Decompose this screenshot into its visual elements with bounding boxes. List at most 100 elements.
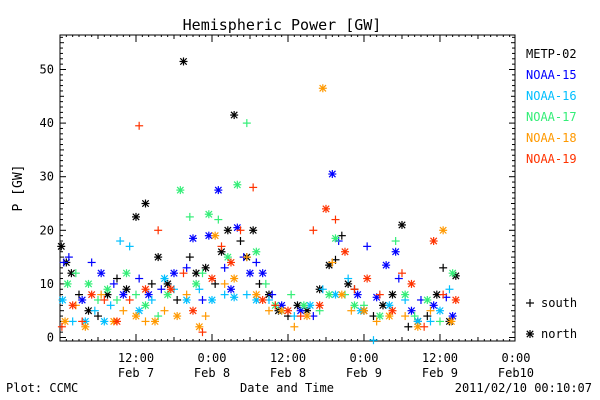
data-point-north (359, 306, 368, 315)
data-point-north (325, 290, 334, 299)
chart-title: Hemispheric Power [GW] (183, 16, 382, 34)
data-point-south (375, 290, 384, 299)
data-point-north (439, 226, 448, 235)
data-point-south (214, 215, 223, 224)
data-point-south (309, 226, 318, 235)
data-point-south (97, 290, 106, 299)
data-point-south (337, 231, 346, 240)
data-point-south (394, 274, 403, 283)
data-point-south (369, 336, 378, 345)
x-tick-label-time: 12:00 (422, 351, 458, 365)
data-point-south (264, 306, 273, 315)
x-tick-label-time: 12:00 (270, 351, 306, 365)
data-point-north (353, 290, 362, 299)
data-point-south (249, 183, 258, 192)
data-point-north (252, 290, 261, 299)
data-point-north (68, 301, 77, 310)
data-point-north (61, 317, 70, 326)
data-point-south (290, 322, 299, 331)
x-tick-label-time: 12:00 (118, 351, 154, 365)
data-point-north (337, 290, 346, 299)
data-point-south (439, 263, 448, 272)
data-point-south (147, 279, 156, 288)
data-point-north (217, 247, 226, 256)
series-noaa-15 (59, 170, 457, 321)
data-point-north (230, 274, 239, 283)
data-point-north (87, 290, 96, 299)
data-point-north (397, 220, 406, 229)
data-point-south (119, 306, 128, 315)
legend-entry: METP-02 (526, 47, 577, 61)
data-point-north (57, 242, 66, 251)
data-point-north (195, 322, 204, 331)
data-point-north (160, 274, 169, 283)
data-point-north (81, 322, 90, 331)
data-point-south (87, 258, 96, 267)
data-point-south (331, 215, 340, 224)
data-point-north (429, 237, 438, 246)
y-axis: 0 10 20 30 40 50 (40, 36, 515, 345)
data-point-north (344, 279, 353, 288)
data-point-north (363, 274, 372, 283)
data-point-north (188, 234, 197, 243)
data-point-north (413, 322, 422, 331)
data-point-south (435, 317, 444, 326)
data-point-north (448, 269, 457, 278)
data-point-north (188, 306, 197, 315)
data-point-north (388, 290, 397, 299)
data-point-north (141, 199, 150, 208)
data-point-south (141, 317, 150, 326)
data-point-south (112, 295, 121, 304)
data-point-north (328, 170, 337, 179)
data-point-south (391, 237, 400, 246)
data-point-south (420, 322, 429, 331)
data-point-south (71, 269, 80, 278)
legend-entry: NOAA-18 (526, 131, 577, 145)
legend-entry: NOAA-17 (526, 110, 577, 124)
data-point-south (242, 253, 251, 262)
legend-entry: NOAA-15 (526, 68, 577, 82)
data-point-north (214, 186, 223, 195)
data-point-south (287, 290, 296, 299)
marker-legend-label: south (541, 296, 577, 310)
data-point-north (226, 285, 235, 294)
data-point-south (217, 242, 226, 251)
data-point-south (426, 317, 435, 326)
data-point-south (68, 317, 77, 326)
x-tick-label-date: Feb10 (498, 366, 534, 380)
y-tick-label: 30 (40, 170, 54, 184)
data-points (57, 57, 460, 345)
y-tick-label: 50 (40, 63, 54, 77)
data-point-north (154, 253, 163, 262)
data-point-north (340, 247, 349, 256)
data-point-south (220, 279, 229, 288)
data-point-south (157, 285, 166, 294)
plus-marker-icon (526, 299, 534, 307)
marker-legend: south north (526, 296, 577, 341)
data-point-south (198, 295, 207, 304)
y-tick-label: 10 (40, 277, 54, 291)
data-point-south (112, 274, 121, 283)
data-point-south (125, 242, 134, 251)
data-point-north (258, 295, 267, 304)
data-point-north (223, 226, 232, 235)
x-tick-label-time: 0:00 (350, 351, 379, 365)
data-point-south (135, 121, 144, 130)
data-point-north (226, 258, 235, 267)
y-tick-label: 40 (40, 116, 54, 130)
data-point-north (230, 111, 239, 120)
data-point-south (59, 258, 68, 267)
data-point-north (447, 317, 456, 326)
data-point-north (299, 301, 308, 310)
data-point-south (347, 306, 356, 315)
data-point-south (125, 295, 134, 304)
x-tick-label-date: Feb 9 (422, 366, 458, 380)
data-point-north (401, 290, 410, 299)
data-point-south (372, 317, 381, 326)
y-tick-label: 0 (47, 331, 54, 345)
data-point-north (144, 290, 153, 299)
y-axis-label: P [GW] (11, 165, 26, 212)
data-point-south (261, 279, 270, 288)
data-point-north (321, 204, 330, 213)
data-point-north (388, 306, 397, 315)
